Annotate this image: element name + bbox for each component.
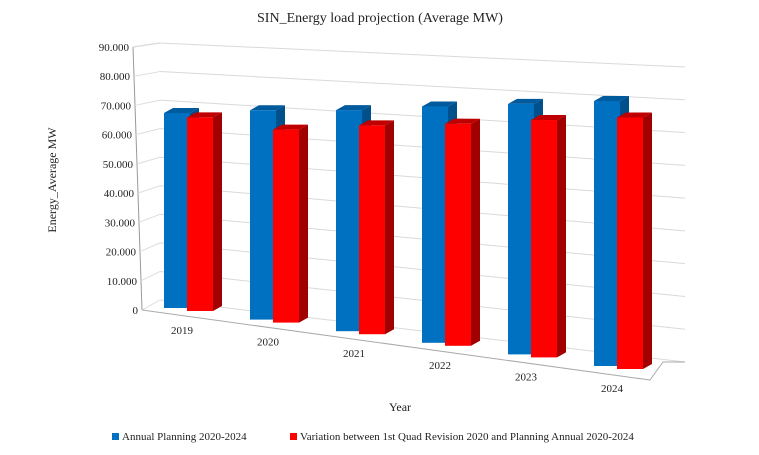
legend-entry: Variation between 1st Quad Revision 2020… (300, 431, 634, 443)
gridline (159, 42, 686, 68)
bar-top (273, 124, 308, 130)
bar-variation-2020 (273, 124, 308, 323)
bar-top (187, 112, 222, 118)
bar-side (385, 120, 394, 335)
y-axis-line (132, 46, 143, 311)
bar-side (213, 112, 222, 311)
y-tick-label: 80.000 (100, 71, 131, 83)
bar-front (273, 129, 299, 323)
bar-variation-2023 (531, 115, 566, 358)
x-tick-label: 2023 (515, 371, 538, 383)
legend: Annual Planning 2020-2024 Variation betwe… (112, 431, 634, 443)
gridline-side (134, 99, 161, 106)
y-tick-label: 20.000 (106, 247, 137, 259)
y-tick-label: 0 (133, 305, 139, 317)
bar-top (336, 105, 371, 111)
gridline-side (133, 71, 161, 77)
bar-top (359, 120, 394, 126)
bar-side (471, 118, 480, 346)
bar-front (359, 125, 385, 335)
bar-front (445, 123, 471, 346)
chart-title: SIN_Energy load projection (Average MW) (257, 11, 503, 26)
bar-top (422, 101, 457, 107)
bar-top (250, 105, 285, 111)
bar-variation-2021 (359, 120, 394, 335)
gridline (159, 71, 686, 101)
y-tick-label: 10.000 (107, 276, 138, 288)
bar-front (617, 117, 643, 370)
y-tick-label: 50.000 (103, 159, 134, 171)
x-tick-label: 2020 (257, 337, 280, 349)
bar-top (531, 115, 566, 121)
gridline-side (137, 185, 161, 194)
bar-front (531, 120, 557, 358)
gridline-side (136, 156, 161, 165)
bar-front (594, 101, 620, 366)
x-tick-label: 2021 (343, 348, 365, 360)
legend-swatch (290, 433, 297, 440)
legend-entry: Annual Planning 2020-2024 (122, 431, 247, 443)
bar-side (557, 115, 566, 358)
bar-front (336, 110, 362, 332)
bar-front (164, 113, 190, 308)
bar-variation-2024 (617, 112, 652, 370)
bar-side (299, 124, 308, 323)
bar-top (445, 118, 480, 124)
bar-front (187, 117, 213, 311)
x-axis-label: Year (389, 400, 411, 414)
y-tick-label: 30.000 (105, 217, 136, 229)
bar-top (164, 108, 199, 113)
bar-front (508, 103, 534, 355)
x-tick-label: 2019 (171, 325, 194, 337)
gridline-side (140, 270, 161, 282)
bar-top (508, 98, 543, 104)
legend-swatch (112, 433, 119, 440)
x-tick-label: 2024 (601, 383, 624, 395)
bar-variation-2022 (445, 118, 480, 346)
y-axis-label: Energy_Average MW (45, 127, 59, 233)
bar-variation-2019 (187, 112, 222, 311)
y-tick-label: 90.000 (99, 42, 130, 54)
gridline-side (138, 213, 161, 223)
gridline-side (132, 42, 161, 48)
bar-front (422, 106, 448, 343)
bar-top (594, 96, 629, 101)
x-tick-label: 2022 (429, 360, 451, 372)
gridline-side (141, 299, 161, 311)
y-tick-label: 40.000 (104, 188, 135, 200)
bar-front (250, 110, 276, 320)
y-tick-label: 60.000 (102, 130, 133, 142)
gridline-side (135, 128, 161, 136)
y-tick-label: 70.000 (101, 100, 132, 112)
floor-edge (141, 309, 685, 381)
gridline-side (139, 242, 161, 253)
bar-top (617, 112, 652, 118)
bar-side (643, 112, 652, 370)
